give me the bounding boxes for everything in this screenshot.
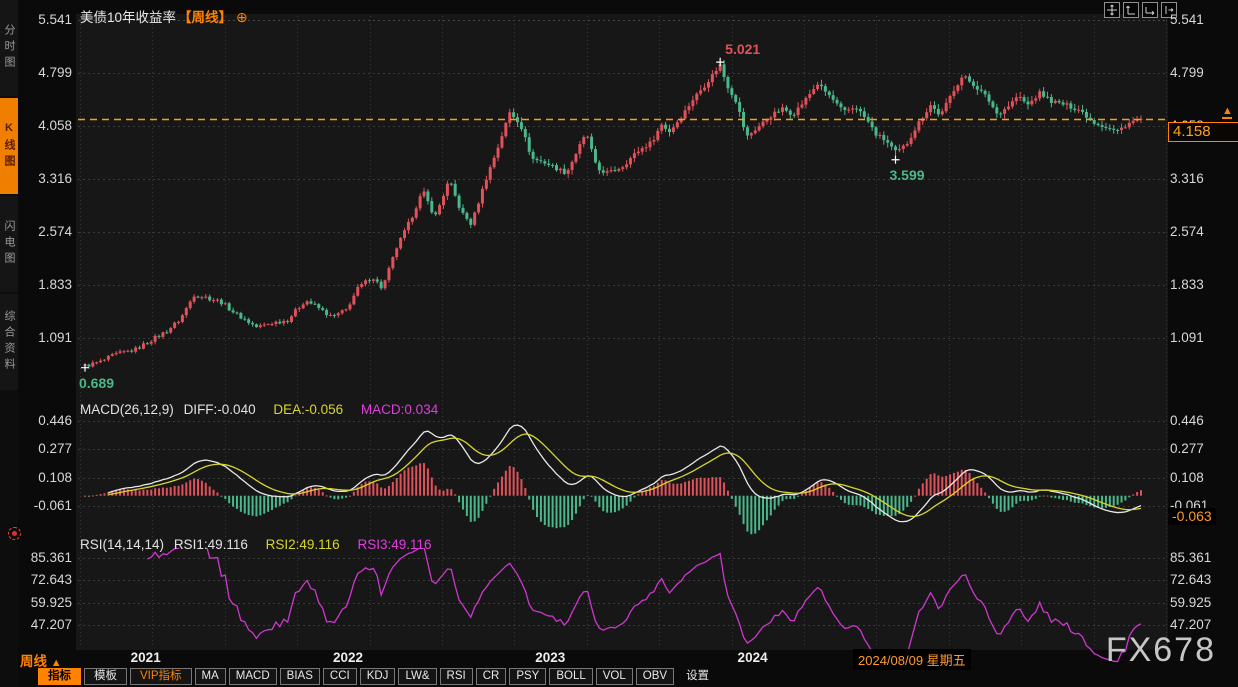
macd-current-value-label: -0.063	[1168, 508, 1216, 525]
indicator-tab-CR[interactable]: CR	[475, 668, 507, 685]
y-axis-tick-left: 4.058	[38, 117, 72, 133]
price-annotation-5.021: 5.021	[725, 41, 761, 58]
y-axis-tick-right: 4.799	[1170, 65, 1204, 81]
indicator-tab-LW&[interactable]: LW&	[398, 668, 437, 685]
y-axis-tick-left: 0.277	[38, 441, 72, 457]
crosshair-pan-icon[interactable]	[1104, 2, 1120, 18]
indicator-tab-KDJ[interactable]: KDJ	[359, 668, 396, 685]
y-axis-tick-left: 1.833	[38, 276, 72, 292]
current-price-label: 4.158	[1168, 122, 1238, 142]
y-axis-tick-left: 59.925	[30, 594, 72, 610]
period-selector[interactable]: 周线 ▲	[20, 650, 62, 670]
sidebar-tab-分时图[interactable]: 分时图	[0, 0, 18, 96]
y-axis-tick-left: 3.316	[38, 170, 72, 186]
y-axis-tick-right: 3.316	[1170, 170, 1204, 186]
sidebar-tab-闪电图[interactable]: 闪电图	[0, 196, 18, 292]
y-axis-tick-right: 2.574	[1170, 223, 1204, 239]
y-axis-tick-right: 0.277	[1170, 441, 1204, 457]
y-axis-tick-left: 72.643	[30, 572, 72, 588]
indicator-tab-设置[interactable]: 设置	[686, 670, 710, 682]
y-axis-tick-left: 85.361	[30, 550, 72, 565]
y-axis-tick-left: 1.091	[38, 329, 72, 345]
y-axis-tick-left: 4.799	[38, 65, 72, 81]
period-label: 周线	[20, 654, 47, 669]
rsi2-value: RSI2:49.116	[265, 537, 340, 552]
fx678-watermark: FX678	[1105, 631, 1216, 669]
live-alert-icon[interactable]	[8, 527, 21, 540]
chart-title: 美债10年收益率 【周线】 ⊕	[80, 6, 248, 26]
y-axis-tick-left: 5.541	[38, 12, 72, 27]
indicator-tab-CCI[interactable]: CCI	[322, 668, 357, 685]
y-axis-tick-right: 5.541	[1170, 12, 1204, 27]
y-axis-tick-right: 0.108	[1170, 469, 1204, 485]
chart-toolbar	[1104, 2, 1177, 18]
sidebar-tab-K线图[interactable]: K线图	[0, 98, 18, 194]
indicator-tab-指标[interactable]: 指标	[38, 668, 81, 685]
indicator-tab-VOL[interactable]: VOL	[595, 668, 633, 685]
x-axis-year-label: 2024	[737, 650, 768, 665]
indicator-tab-BIAS[interactable]: BIAS	[279, 668, 320, 685]
y-axis-tick-left: 0.108	[38, 469, 72, 485]
y-axis-tick-right: 59.925	[1170, 594, 1212, 610]
indicator-tab-BOLL[interactable]: BOLL	[549, 668, 593, 685]
y-axis-tick-right: 0.446	[1170, 413, 1204, 428]
price-annotation-3.599: 3.599	[889, 166, 925, 183]
x-axis-year-label: 2021	[130, 650, 161, 665]
rsi1-value: RSI1:49.116	[173, 537, 248, 552]
y-axis-tick-left: 2.574	[38, 223, 72, 239]
indicator-tab-VIP指标[interactable]: VIP指标	[130, 668, 192, 685]
left-sidebar: 分时图 K线图闪电图综合资料	[0, 0, 18, 687]
add-overlay-icon[interactable]: ⊕	[236, 9, 248, 25]
rsi3-value: RSI3:49.116	[357, 537, 432, 552]
price-annotation-0.689: 0.689	[79, 374, 115, 391]
jump-to-latest-icon[interactable]	[1161, 2, 1177, 18]
indicator-tab-MA[interactable]: MA	[194, 668, 226, 685]
y-axis-tick-right: 72.643	[1170, 572, 1212, 588]
indicator-tab-PSY[interactable]: PSY	[509, 668, 547, 685]
macd-header: MACD(26,12,9) DIFF:-0.040 DEA:-0.056 MAC…	[80, 402, 452, 417]
macd-dea-value: DEA:-0.056	[273, 402, 344, 417]
x-axis-year-label: 2023	[535, 650, 566, 665]
y-axis-tick-right: 47.207	[1170, 616, 1212, 632]
period-arrow-icon: ▲	[50, 657, 62, 669]
indicator-tab-模板[interactable]: 模板	[84, 668, 127, 685]
y-axis-tick-left: 47.207	[30, 616, 72, 632]
indicator-tab-bar: 指标 模板 VIP指标 MA MACD BIAS CCI KDJ LW& RSI CR PSY BOLL…	[38, 668, 718, 685]
indicator-tab-MACD[interactable]: MACD	[228, 668, 277, 685]
sidebar-tab-综合资料[interactable]: 综合资料	[0, 294, 18, 390]
jump-to-latest-button[interactable]: ▲	[1222, 106, 1233, 119]
up-triangle-icon: ▲	[1222, 105, 1233, 117]
y-axis-zoom-icon[interactable]	[1123, 2, 1139, 18]
y-axis-tick-left: -0.061	[33, 497, 72, 513]
indicator-tab-OBV[interactable]: OBV	[635, 668, 675, 685]
macd-macd-value: MACD:0.034	[360, 402, 439, 417]
x-axis-year-label: 2022	[332, 650, 364, 665]
rsi-header: RSI(14,14,14) RSI1:49.116 RSI2:49.116 RS…	[80, 537, 446, 552]
symbol-title: 美债10年收益率	[80, 10, 177, 25]
rsi-params-label: RSI(14,14,14)	[80, 537, 165, 552]
axis-date-label: 2024/08/09 星期五	[853, 649, 971, 670]
indicator-tab-RSI[interactable]: RSI	[439, 668, 473, 685]
y-axis-tick-right: 85.361	[1170, 550, 1212, 565]
timeframe-tag: 【周线】	[178, 10, 233, 25]
x-axis-zoom-icon[interactable]	[1142, 2, 1158, 18]
macd-params-label: MACD(26,12,9)	[80, 402, 174, 417]
macd-diff-value: DIFF:-0.040	[183, 402, 256, 417]
y-axis-tick-left: 0.446	[38, 413, 72, 428]
y-axis-tick-right: 1.833	[1170, 276, 1204, 292]
y-axis-tick-right: 1.091	[1170, 329, 1204, 345]
